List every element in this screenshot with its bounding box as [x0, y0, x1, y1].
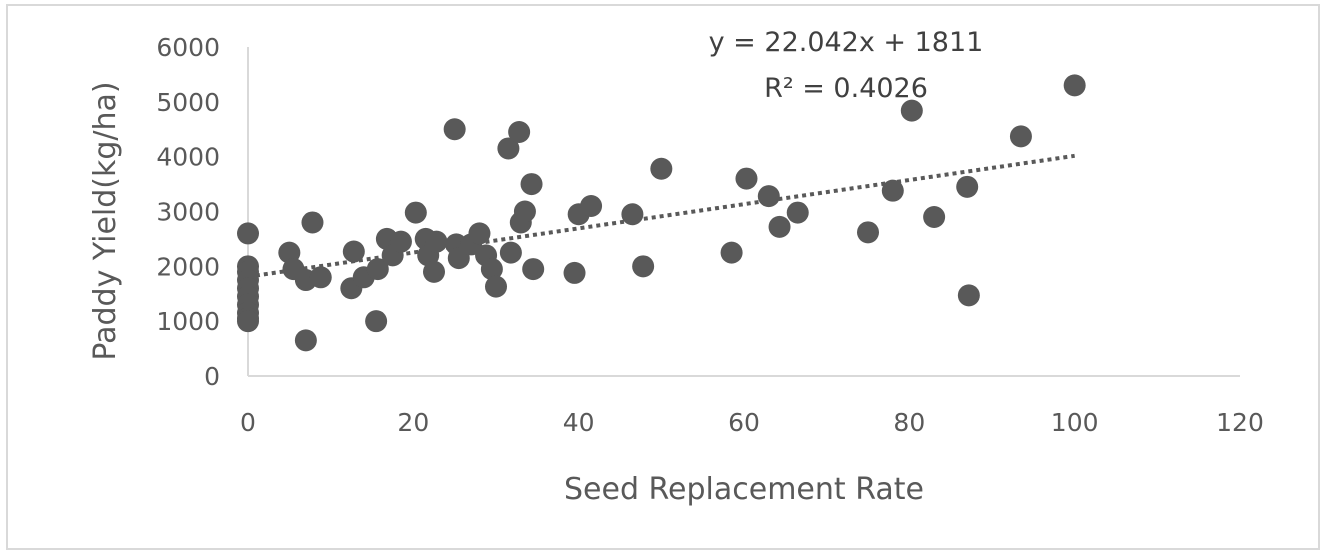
data-point — [923, 205, 946, 228]
data-point — [957, 284, 980, 307]
y-tick-label: 0 — [204, 362, 220, 391]
data-point — [423, 260, 445, 283]
data-point — [278, 241, 301, 264]
x-tick-label: 0 — [240, 408, 256, 437]
y-tick-label: 6000 — [156, 33, 220, 62]
x-tick-label: 60 — [728, 408, 760, 437]
data-point — [735, 167, 758, 190]
data-point — [443, 118, 466, 141]
y-tick-label: 4000 — [156, 143, 220, 172]
data-point — [786, 201, 809, 224]
data-point — [522, 258, 545, 281]
x-axis-title: Seed Replacement Rate — [564, 472, 924, 507]
data-point — [520, 173, 543, 196]
data-point — [468, 222, 491, 245]
y-tick-labels: 0 1000 2000 3000 4000 5000 6000 — [156, 33, 220, 391]
data-point — [857, 221, 879, 244]
y-tick-label: 2000 — [156, 252, 220, 281]
data-point — [365, 310, 388, 333]
data-point — [366, 258, 389, 281]
x-tick-label: 100 — [1051, 408, 1099, 437]
data-point — [237, 310, 259, 333]
data-point — [508, 120, 531, 143]
y-axis-title: Paddy Yield(kg/ha) — [88, 81, 123, 360]
data-point — [1009, 125, 1032, 148]
data-point — [563, 261, 586, 284]
data-point — [621, 203, 644, 226]
trendline-r2: R² = 0.4026 — [764, 73, 928, 104]
x-tick-labels: 0 20 40 60 80 100 120 — [240, 408, 1264, 437]
data-point — [513, 200, 536, 223]
data-point — [768, 215, 791, 238]
data-point — [757, 185, 780, 208]
x-tick-label: 40 — [563, 408, 595, 437]
data-point — [1063, 74, 1086, 97]
data-point — [580, 195, 603, 218]
data-point — [480, 258, 503, 281]
data-point — [720, 241, 743, 264]
data-point — [956, 175, 979, 198]
data-point — [497, 137, 520, 160]
x-tick-label: 80 — [893, 408, 925, 437]
data-point — [389, 230, 412, 253]
data-points — [237, 74, 1086, 352]
data-point — [342, 240, 365, 263]
data-point — [301, 211, 324, 234]
data-point — [404, 201, 427, 224]
trendline-equation: y = 22.042x + 1811 — [709, 27, 984, 58]
x-tick-label: 120 — [1216, 408, 1264, 437]
chart-frame — [6, 4, 1320, 550]
data-point — [425, 230, 448, 253]
data-point — [309, 266, 332, 289]
data-point — [237, 222, 259, 245]
data-point — [294, 329, 317, 352]
data-point — [650, 157, 673, 180]
y-tick-label: 1000 — [156, 307, 220, 336]
data-point — [499, 241, 522, 264]
data-point — [900, 99, 923, 122]
data-point — [632, 255, 655, 278]
x-tick-label: 20 — [397, 408, 429, 437]
y-tick-label: 3000 — [156, 198, 220, 227]
data-point — [485, 275, 507, 298]
y-tick-label: 5000 — [156, 88, 220, 117]
data-point — [881, 179, 904, 202]
